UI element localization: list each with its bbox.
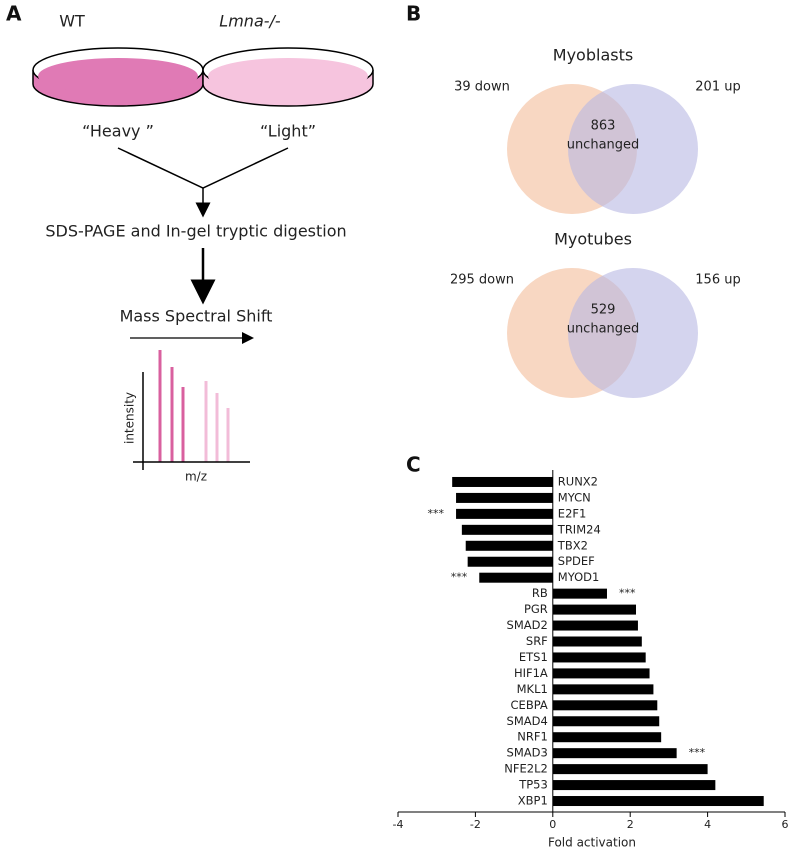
- label: “Heavy ”: [82, 122, 154, 141]
- category-label: TRIM24: [557, 522, 601, 536]
- panel-label: B: [406, 2, 421, 26]
- step: SDS-PAGE and In-gel tryptic digestion: [45, 222, 346, 241]
- venn-overlap: unchanged: [567, 322, 640, 337]
- label: “Light”: [260, 122, 316, 141]
- x-tick-label: 6: [782, 818, 789, 831]
- category-label: NRF1: [517, 730, 548, 744]
- condition: WT: [59, 12, 85, 31]
- category-label: RUNX2: [558, 474, 598, 488]
- bar: [552, 748, 677, 759]
- bar: [552, 668, 650, 679]
- venn-count: 529: [591, 303, 616, 318]
- category-label: SPDEF: [558, 554, 595, 568]
- panel-label: C: [406, 453, 421, 477]
- x-tick-label: -4: [393, 818, 404, 831]
- bar: [461, 524, 553, 535]
- bar: [552, 636, 642, 647]
- category-label: MYCN: [558, 490, 591, 504]
- bar: [552, 764, 708, 775]
- x-tick-label: 0: [549, 818, 556, 831]
- spectrum: [133, 350, 250, 470]
- category-label: HIF1A: [514, 666, 548, 680]
- category-label: SRF: [526, 634, 548, 648]
- bar: [552, 620, 638, 631]
- panel-label: A: [6, 2, 22, 26]
- venn-down: 295 down: [450, 273, 514, 288]
- axis-label: intensity: [123, 392, 137, 444]
- venn-title: Myoblasts: [553, 46, 633, 65]
- significance: ***: [689, 746, 706, 759]
- category-label: SMAD3: [507, 746, 548, 760]
- category-label: CEBPA: [511, 698, 548, 712]
- category-label: E2F1: [558, 506, 587, 520]
- arrows: [117, 147, 289, 344]
- bar: [552, 716, 660, 727]
- condition: Lmna-/-: [219, 12, 281, 31]
- category-label: MKL1: [517, 682, 548, 696]
- bar: [552, 700, 658, 711]
- category-label: SMAD4: [507, 714, 548, 728]
- x-tick-label: 4: [704, 818, 711, 831]
- category-label: MYOD1: [558, 570, 600, 584]
- bar: [456, 508, 553, 519]
- dish: [32, 47, 204, 107]
- category-label: TP53: [518, 778, 548, 792]
- bar: [552, 684, 654, 695]
- bar: [552, 604, 637, 615]
- step: Mass Spectral Shift: [120, 307, 273, 326]
- significance: ***: [428, 507, 445, 520]
- dish: [202, 47, 374, 107]
- axis-label: m/z: [185, 470, 207, 484]
- venn-circle: [568, 84, 698, 214]
- bar: [452, 476, 553, 487]
- category-label: PGR: [524, 602, 548, 616]
- venn-overlap: unchanged: [567, 138, 640, 153]
- category-label: TBX2: [557, 538, 588, 552]
- bar: [467, 556, 553, 567]
- bar: [552, 780, 716, 791]
- x-tick-label: -2: [470, 818, 481, 831]
- significance: ***: [451, 571, 468, 584]
- bar: [552, 796, 764, 807]
- venn-title: Myotubes: [554, 230, 632, 249]
- venn-up: 156 up: [695, 273, 740, 288]
- venn-up: 201 up: [695, 80, 740, 95]
- x-tick-label: 2: [627, 818, 634, 831]
- x-axis-label: Fold activation: [548, 836, 636, 850]
- significance: ***: [619, 587, 636, 600]
- venn-circle: [568, 268, 698, 398]
- bar: [465, 540, 553, 551]
- bar: [552, 588, 607, 599]
- category-label: ETS1: [519, 650, 548, 664]
- category-label: RB: [532, 586, 548, 600]
- bar: [552, 732, 662, 743]
- bar: [479, 572, 553, 583]
- category-label: SMAD2: [507, 618, 548, 632]
- venn-down: 39 down: [454, 80, 510, 95]
- bar: [456, 492, 553, 503]
- bar: [552, 652, 646, 663]
- category-label: NFE2L2: [504, 762, 548, 776]
- venn-count: 863: [591, 119, 616, 134]
- category-label: XBP1: [518, 794, 548, 808]
